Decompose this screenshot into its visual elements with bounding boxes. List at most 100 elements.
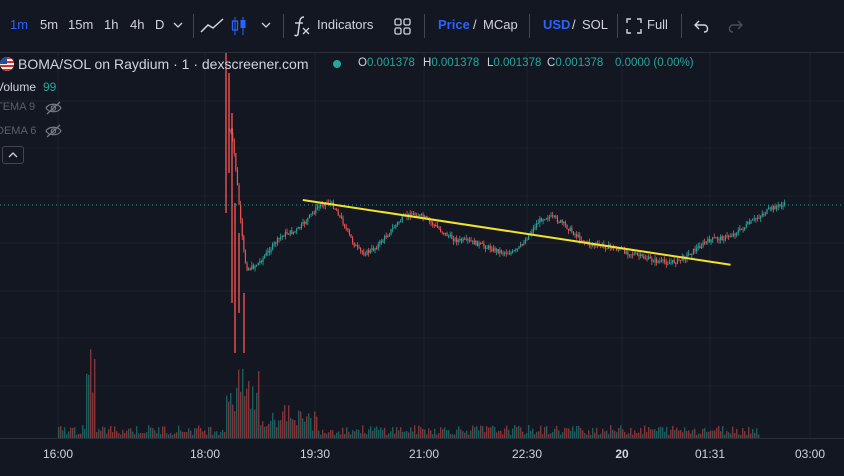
candle-body	[366, 250, 368, 255]
candle-body	[689, 253, 691, 255]
candle-body	[513, 250, 515, 252]
candle-body	[244, 250, 247, 264]
volume-bar	[418, 425, 420, 438]
volume-bar	[416, 434, 418, 438]
indicators-button[interactable]: Indicators	[317, 17, 374, 32]
volume-bar	[624, 431, 626, 438]
candle-body	[560, 220, 562, 223]
volume-bar	[278, 420, 280, 438]
volume-bar	[180, 430, 182, 438]
candle-body	[323, 205, 325, 207]
candle-body	[630, 254, 632, 256]
interval-1h[interactable]: 1h	[104, 17, 119, 32]
interval-1m[interactable]: 1m	[10, 17, 29, 32]
toolbar-divider	[283, 14, 284, 38]
interval-4h[interactable]: 4h	[130, 17, 145, 32]
volume-bar	[738, 434, 740, 438]
candle-body	[299, 227, 301, 229]
volume-bar	[342, 427, 344, 438]
volume-bar	[64, 427, 66, 438]
line-chart-icon[interactable]	[200, 17, 224, 35]
usd-sol-separator: /	[572, 17, 576, 32]
dema-label[interactable]: DEMA 6	[0, 125, 37, 137]
candlestick-icon[interactable]	[231, 16, 247, 36]
candle-body	[270, 249, 272, 253]
price-toggle[interactable]: Price	[438, 17, 470, 32]
volume-bar	[532, 428, 534, 438]
eye-hidden-icon[interactable]	[45, 124, 62, 138]
volume-bar	[546, 426, 548, 438]
candle-body	[500, 250, 503, 253]
undo-icon[interactable]	[693, 19, 709, 33]
volume-bar	[178, 425, 180, 438]
candle-body	[547, 218, 549, 220]
candle-body	[555, 215, 557, 218]
candle-body	[460, 239, 463, 242]
volume-bar	[100, 430, 102, 438]
volume-label[interactable]: Volume	[0, 80, 37, 94]
volume-bar	[284, 405, 286, 438]
candle-body	[350, 234, 352, 238]
sol-toggle[interactable]: SOL	[582, 17, 609, 32]
volume-bar	[374, 427, 376, 438]
interval-15m[interactable]: 15m	[68, 17, 94, 32]
candle-body	[668, 262, 671, 264]
candle-body	[398, 222, 400, 224]
volume-bar	[676, 427, 678, 438]
candle-body	[492, 247, 495, 252]
volume-bar	[402, 431, 404, 438]
volume-bar	[332, 430, 334, 438]
chevron-down-icon[interactable]	[261, 21, 271, 29]
volume-bar	[306, 416, 308, 438]
time-axis[interactable]: 16:00 18:00 19:30 21:00 22:30 20 01:31 0…	[0, 438, 844, 476]
trendline[interactable]	[302, 198, 731, 266]
candle-body	[459, 239, 461, 241]
candle-body	[312, 212, 314, 214]
fullscreen-icon[interactable]	[626, 18, 642, 34]
tema-label[interactable]: TEMA 9	[0, 101, 36, 113]
candle-body	[508, 253, 511, 255]
candle-body	[764, 213, 767, 215]
price-chart[interactable]	[0, 53, 844, 438]
volume-bar	[650, 429, 652, 438]
eye-hidden-icon[interactable]	[45, 101, 62, 115]
volume-bar	[172, 434, 174, 438]
candle-body	[670, 262, 672, 264]
time-tick: 22:30	[511, 447, 543, 461]
legend-collapse-button[interactable]	[2, 146, 24, 164]
mcap-toggle[interactable]: MCap	[483, 17, 518, 32]
volume-bar	[610, 425, 612, 438]
interval-5m[interactable]: 5m	[40, 17, 59, 32]
volume-bar	[370, 426, 372, 438]
volume-bar	[646, 432, 648, 438]
function-icon[interactable]	[292, 15, 312, 37]
chart-toolbar: 1m 5m 15m 1h 4h D Indicators Price / MCa…	[0, 0, 844, 53]
fullscreen-button[interactable]: Full	[647, 17, 668, 32]
candle-body	[577, 234, 579, 237]
volume-bar	[494, 426, 496, 438]
templates-icon[interactable]	[394, 18, 411, 35]
volume-bar	[96, 431, 98, 438]
volume-bar	[384, 427, 386, 438]
volume-bar	[102, 426, 104, 438]
candle-body	[364, 254, 367, 256]
candle-body	[638, 254, 640, 257]
interval-d[interactable]: D	[155, 17, 165, 32]
redo-icon[interactable]	[728, 19, 744, 33]
volume-bar	[320, 434, 322, 438]
symbol-title[interactable]: BOMA/SOL on Raydium · 1 · dexscreener.co…	[18, 56, 309, 72]
toolbar-divider	[424, 14, 425, 38]
candle-body	[766, 209, 768, 214]
candle-body	[425, 216, 427, 218]
candle-body	[380, 241, 383, 243]
chevron-down-icon[interactable]	[173, 21, 183, 29]
candle-body	[774, 206, 776, 210]
usd-toggle[interactable]: USD	[543, 17, 571, 32]
candle-body	[238, 184, 240, 205]
candle-body	[617, 249, 619, 251]
volume-bar	[512, 428, 514, 438]
volume-bar	[528, 425, 530, 438]
candle-body	[230, 130, 232, 133]
volume-bar	[690, 433, 692, 438]
candle-body	[732, 233, 735, 237]
